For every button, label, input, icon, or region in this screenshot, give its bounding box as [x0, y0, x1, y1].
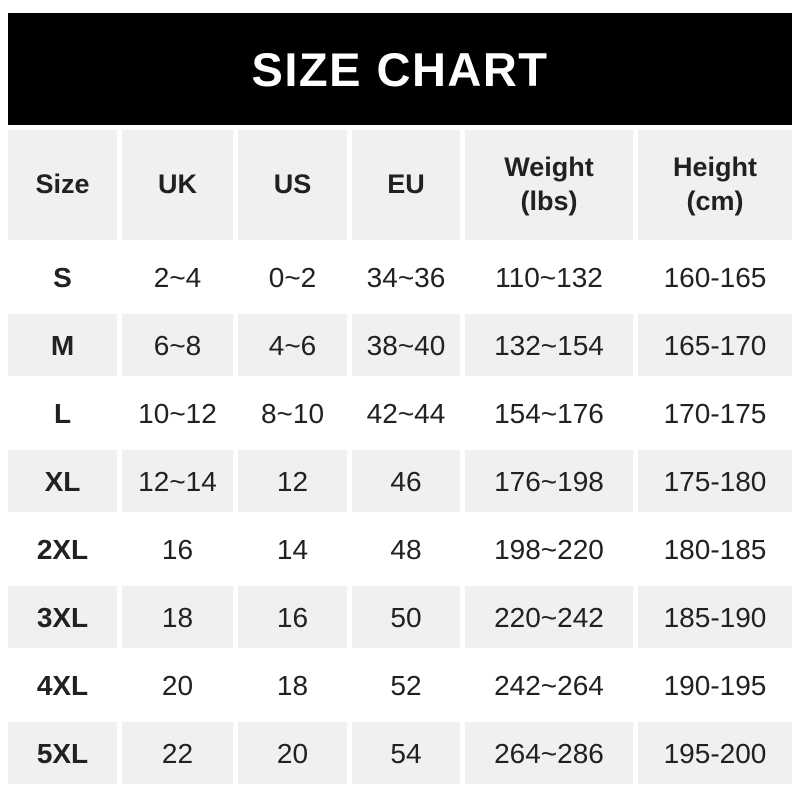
cell-xl-us: 12: [238, 450, 347, 512]
cell-m-eu: 38~40: [352, 314, 460, 376]
cell-2xl-height: 180-185: [638, 518, 792, 580]
cell-s-weight: 110~132: [465, 246, 633, 308]
cell-3xl-us: 16: [238, 586, 347, 648]
cell-4xl-weight: 242~264: [465, 654, 633, 716]
cell-m-us: 4~6: [238, 314, 347, 376]
cell-m-size: M: [8, 314, 117, 376]
cell-5xl-us: 20: [238, 722, 347, 784]
size-table: Size UK US EU Weight (lbs) Height (cm) S…: [8, 130, 792, 784]
column-header-uk: UK: [122, 130, 233, 240]
cell-5xl-size: 5XL: [8, 722, 117, 784]
cell-s-eu: 34~36: [352, 246, 460, 308]
cell-l-us: 8~10: [238, 382, 347, 444]
cell-l-weight: 154~176: [465, 382, 633, 444]
column-header-label: UK: [158, 169, 197, 200]
cell-3xl-weight: 220~242: [465, 586, 633, 648]
cell-2xl-size: 2XL: [8, 518, 117, 580]
cell-l-height: 170-175: [638, 382, 792, 444]
column-header-eu: EU: [352, 130, 460, 240]
cell-xl-uk: 12~14: [122, 450, 233, 512]
cell-3xl-eu: 50: [352, 586, 460, 648]
cell-xl-size: XL: [8, 450, 117, 512]
cell-4xl-uk: 20: [122, 654, 233, 716]
column-header-label: Height: [673, 152, 757, 183]
column-header-height: Height (cm): [638, 130, 792, 240]
cell-l-eu: 42~44: [352, 382, 460, 444]
cell-3xl-uk: 18: [122, 586, 233, 648]
cell-5xl-eu: 54: [352, 722, 460, 784]
cell-4xl-size: 4XL: [8, 654, 117, 716]
cell-2xl-eu: 48: [352, 518, 460, 580]
cell-2xl-weight: 198~220: [465, 518, 633, 580]
cell-l-uk: 10~12: [122, 382, 233, 444]
cell-4xl-us: 18: [238, 654, 347, 716]
column-header-label: Size: [35, 169, 90, 200]
cell-5xl-weight: 264~286: [465, 722, 633, 784]
cell-l-size: L: [8, 382, 117, 444]
cell-s-height: 160-165: [638, 246, 792, 308]
cell-m-weight: 132~154: [465, 314, 633, 376]
cell-4xl-height: 190-195: [638, 654, 792, 716]
column-header-size: Size: [8, 130, 117, 240]
column-header-us: US: [238, 130, 347, 240]
column-header-weight: Weight (lbs): [465, 130, 633, 240]
cell-s-us: 0~2: [238, 246, 347, 308]
cell-m-height: 165-170: [638, 314, 792, 376]
page-title: SIZE CHART: [251, 42, 549, 96]
cell-xl-height: 175-180: [638, 450, 792, 512]
cell-xl-eu: 46: [352, 450, 460, 512]
banner: SIZE CHART: [8, 13, 792, 125]
cell-m-uk: 6~8: [122, 314, 233, 376]
cell-2xl-us: 14: [238, 518, 347, 580]
column-header-sublabel: (cm): [686, 186, 744, 216]
column-header-label: US: [273, 169, 312, 200]
cell-s-size: S: [8, 246, 117, 308]
cell-4xl-eu: 52: [352, 654, 460, 716]
column-header-label: Weight: [504, 152, 594, 183]
cell-3xl-height: 185-190: [638, 586, 792, 648]
cell-2xl-uk: 16: [122, 518, 233, 580]
cell-5xl-height: 195-200: [638, 722, 792, 784]
cell-3xl-size: 3XL: [8, 586, 117, 648]
column-header-sublabel: (lbs): [520, 186, 578, 216]
cell-5xl-uk: 22: [122, 722, 233, 784]
column-header-label: EU: [387, 169, 425, 200]
cell-xl-weight: 176~198: [465, 450, 633, 512]
cell-s-uk: 2~4: [122, 246, 233, 308]
